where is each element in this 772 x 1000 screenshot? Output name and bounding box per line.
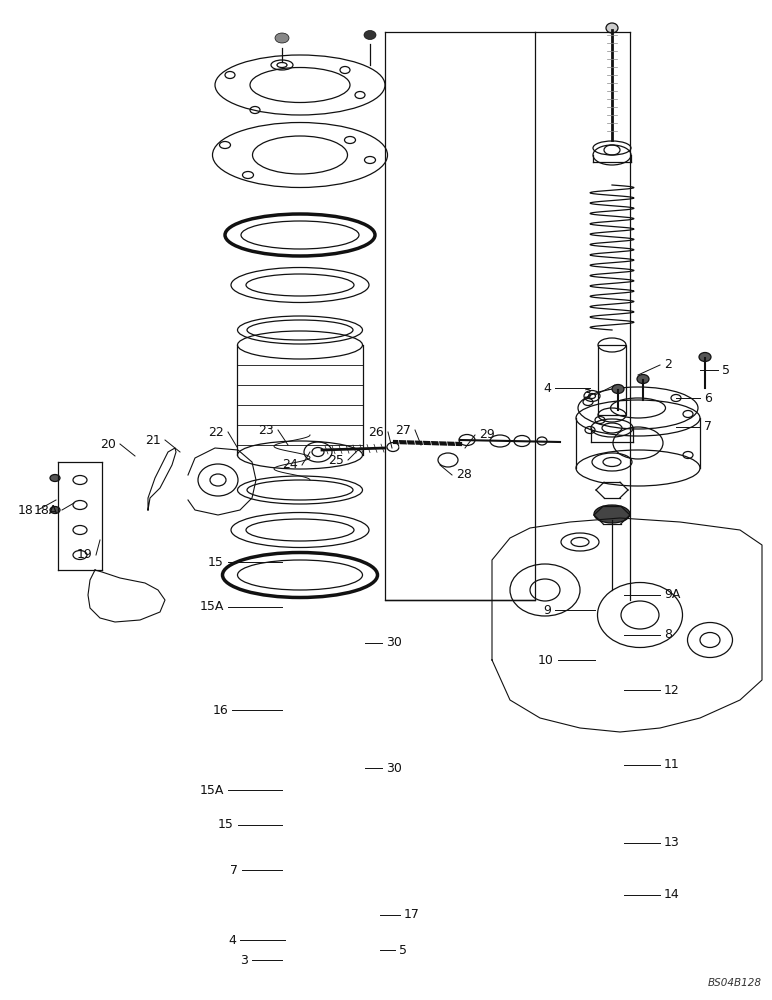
Text: 18: 18 xyxy=(18,504,34,516)
Text: 9: 9 xyxy=(543,603,551,616)
Text: 16: 16 xyxy=(212,704,228,716)
Bar xyxy=(598,345,626,415)
Text: 22: 22 xyxy=(208,426,224,438)
Text: 30: 30 xyxy=(386,762,402,774)
Ellipse shape xyxy=(364,30,376,39)
Text: 5: 5 xyxy=(722,363,730,376)
Text: 24: 24 xyxy=(283,458,298,472)
Text: 29: 29 xyxy=(479,428,495,442)
Text: BS04B128: BS04B128 xyxy=(708,978,762,988)
Ellipse shape xyxy=(275,33,289,43)
Text: 15A: 15A xyxy=(200,600,224,613)
Ellipse shape xyxy=(50,475,60,482)
Text: 13: 13 xyxy=(664,836,680,850)
Text: 25: 25 xyxy=(328,454,344,466)
Text: 14: 14 xyxy=(664,888,680,902)
Text: 5: 5 xyxy=(399,944,407,956)
Ellipse shape xyxy=(612,384,624,393)
Text: 26: 26 xyxy=(368,426,384,438)
Ellipse shape xyxy=(50,506,60,514)
Text: 4: 4 xyxy=(543,381,551,394)
Ellipse shape xyxy=(699,353,711,361)
Text: 23: 23 xyxy=(259,424,274,436)
Text: 8: 8 xyxy=(664,629,672,642)
Text: 30: 30 xyxy=(386,637,402,650)
Text: 6: 6 xyxy=(704,391,712,404)
Text: 21: 21 xyxy=(145,434,161,446)
Text: 17: 17 xyxy=(404,908,420,922)
Text: 11: 11 xyxy=(664,758,680,772)
Text: 15: 15 xyxy=(208,556,224,568)
Text: 15A: 15A xyxy=(200,784,224,796)
Ellipse shape xyxy=(637,374,649,383)
Text: 18A: 18A xyxy=(34,504,58,516)
Text: 10: 10 xyxy=(538,654,554,666)
Text: 12: 12 xyxy=(664,684,680,696)
Text: 9A: 9A xyxy=(664,588,680,601)
Ellipse shape xyxy=(594,505,630,523)
Text: 3: 3 xyxy=(240,954,248,966)
Text: 7: 7 xyxy=(230,863,238,876)
Ellipse shape xyxy=(606,23,618,33)
Text: 27: 27 xyxy=(395,424,411,436)
Text: 20: 20 xyxy=(100,438,116,450)
Text: 19: 19 xyxy=(76,548,92,562)
Text: 15: 15 xyxy=(218,818,234,832)
Text: 2: 2 xyxy=(664,359,672,371)
Text: 7: 7 xyxy=(704,420,712,434)
Text: 28: 28 xyxy=(456,468,472,482)
Text: 3: 3 xyxy=(583,388,591,401)
Text: 4: 4 xyxy=(228,934,236,946)
